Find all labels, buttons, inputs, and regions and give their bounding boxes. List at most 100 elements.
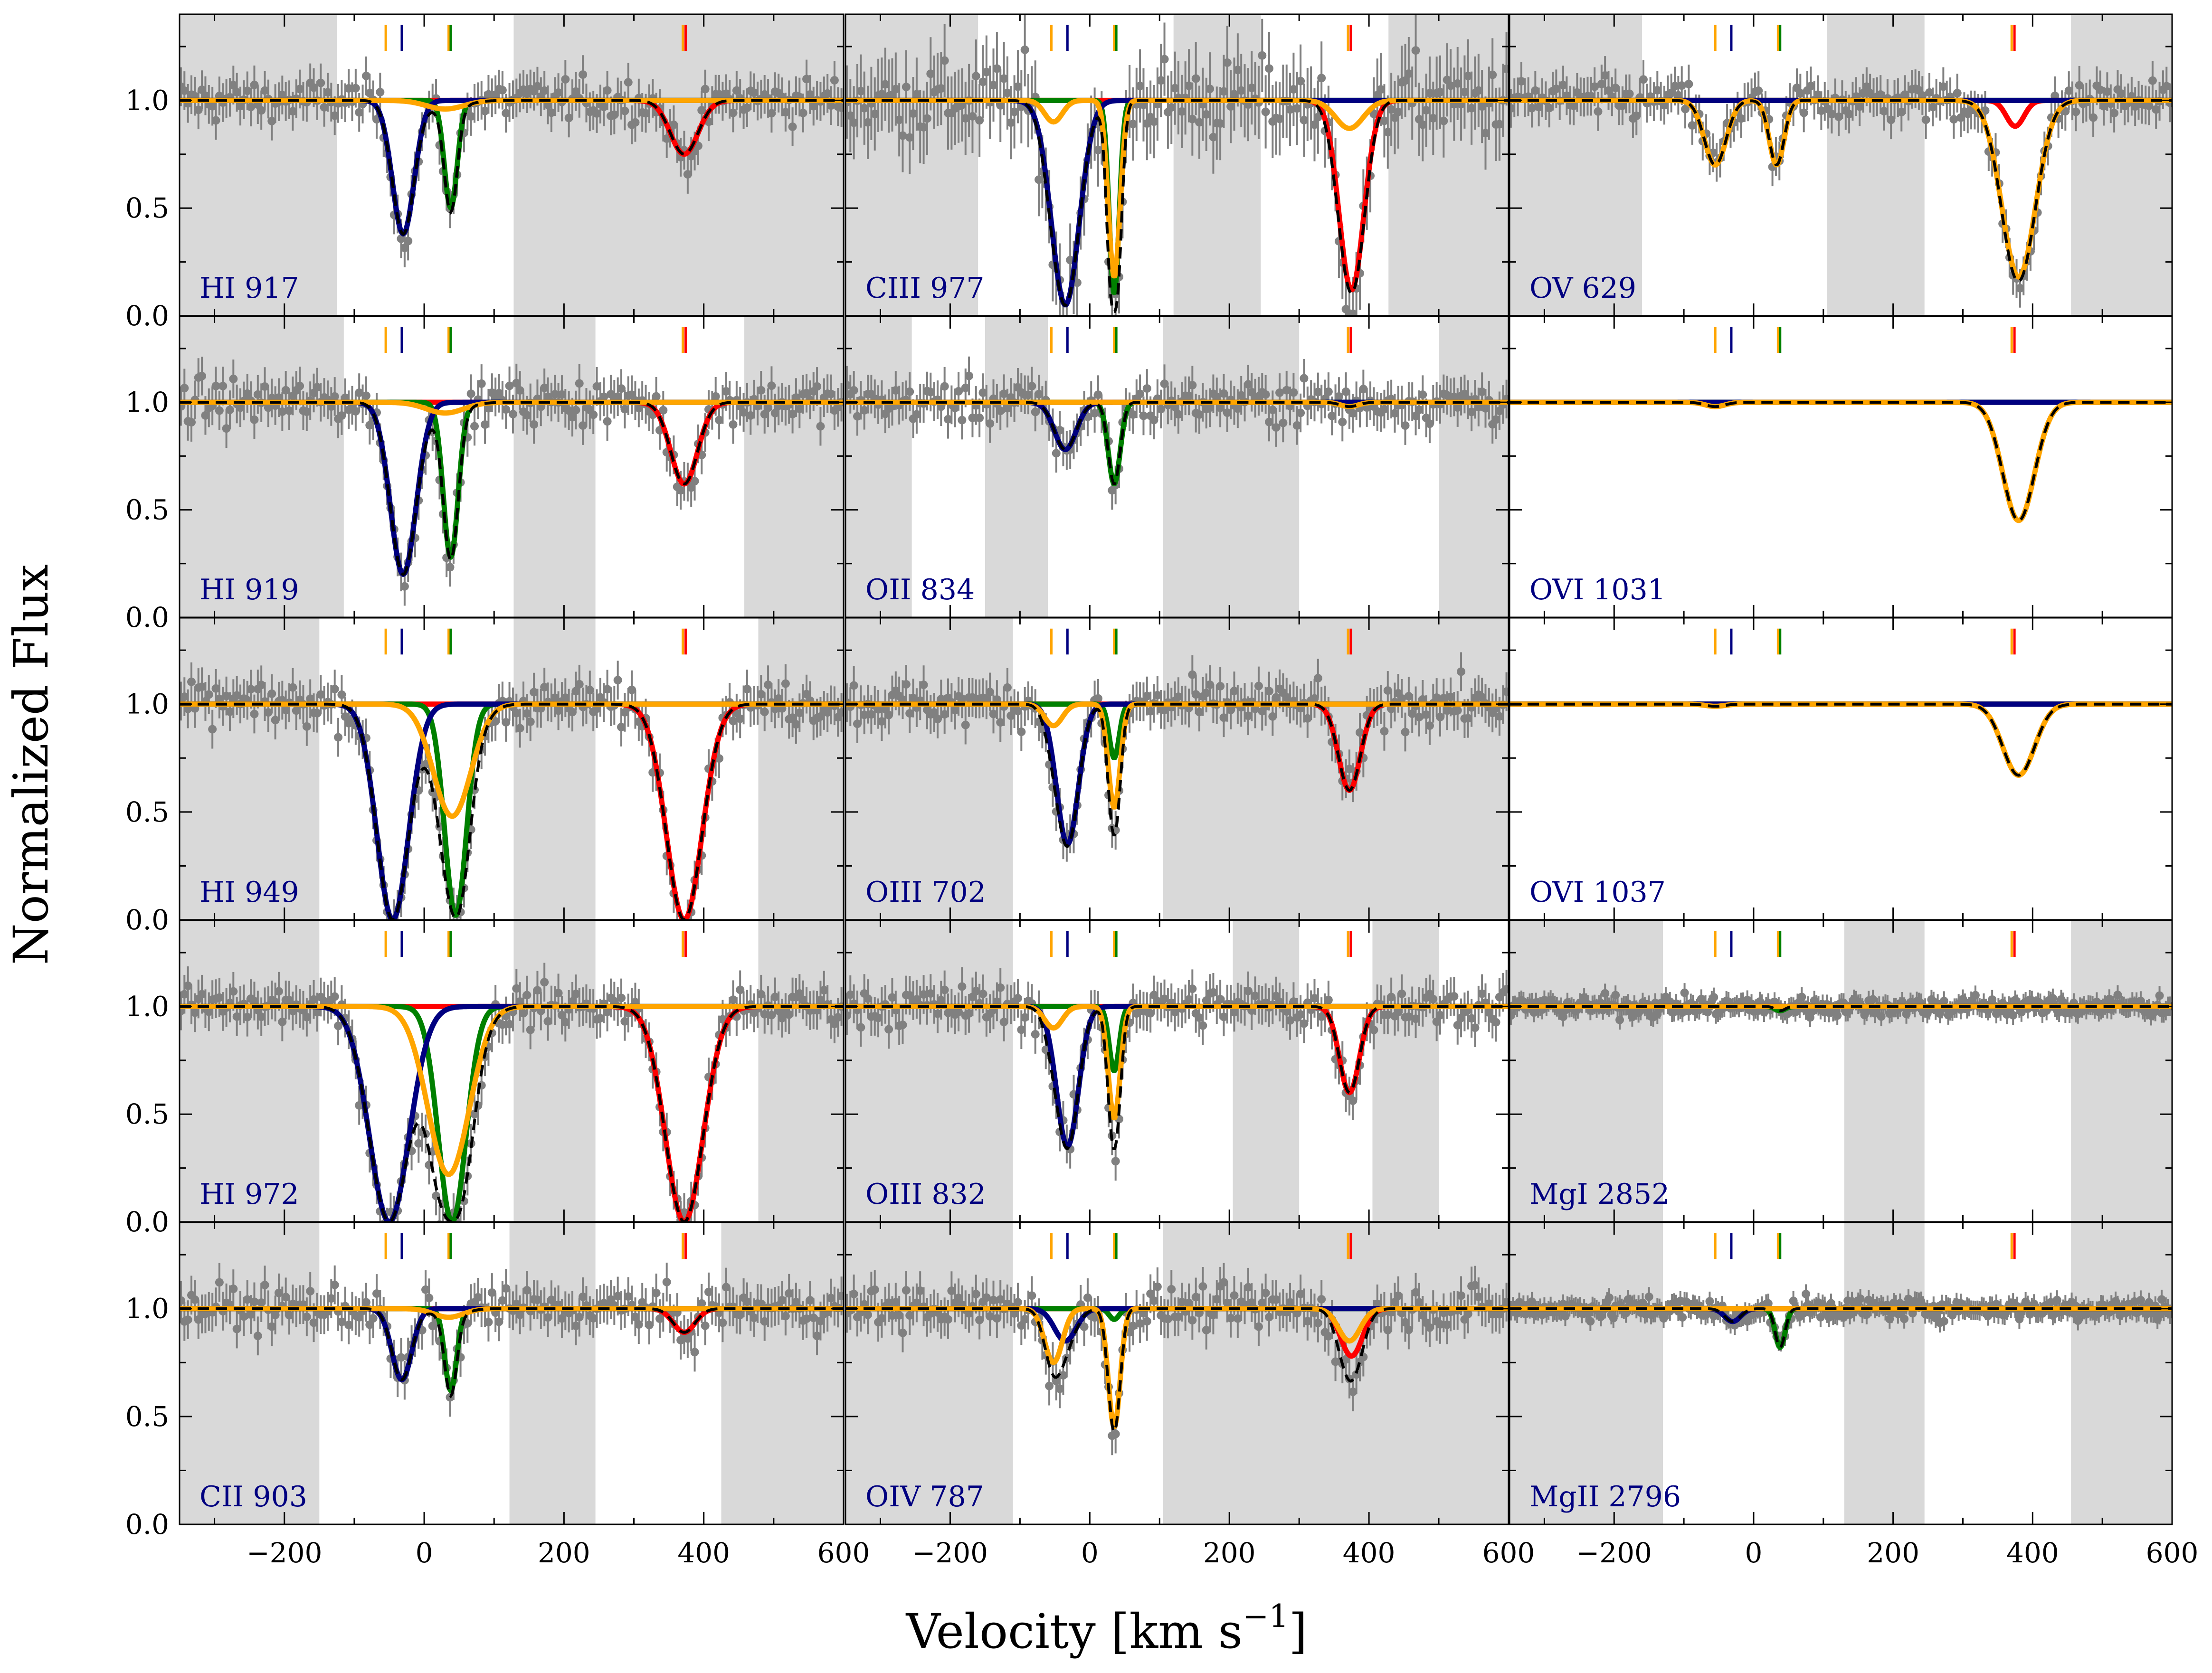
data-point — [1324, 996, 1333, 1004]
data-point — [603, 417, 612, 425]
panel-plot-area — [1507, 14, 2174, 316]
data-point — [978, 990, 987, 998]
data-point — [620, 107, 629, 115]
data-point — [275, 987, 283, 996]
y-tick-label: 1.0 — [125, 84, 169, 116]
data-point — [229, 987, 237, 996]
masked-region — [758, 618, 844, 920]
data-point — [1017, 728, 1025, 736]
data-point — [958, 982, 966, 991]
data-point — [1338, 418, 1347, 426]
data-point — [1265, 64, 1273, 73]
panel-plot-area — [843, 618, 1511, 920]
y-tick-label: 1.0 — [125, 386, 169, 418]
data-point — [215, 406, 224, 415]
data-point — [1296, 408, 1305, 417]
data-point — [498, 86, 507, 95]
data-point — [652, 392, 661, 401]
data-point — [1003, 683, 1012, 692]
y-tick-label: 1.0 — [125, 990, 169, 1022]
data-point — [530, 420, 538, 429]
data-point — [1262, 390, 1270, 399]
data-point — [1192, 74, 1200, 83]
data-point — [1418, 390, 1427, 399]
data-point — [757, 386, 765, 395]
data-point — [205, 690, 213, 699]
data-point — [306, 1287, 314, 1295]
data-point — [986, 419, 994, 428]
data-point — [267, 690, 276, 698]
data-point — [691, 1348, 699, 1356]
data-point — [712, 392, 720, 401]
data-point — [856, 1023, 865, 1031]
masked-region — [180, 618, 319, 920]
masked-region — [513, 618, 595, 920]
data-point — [295, 382, 304, 390]
data-point — [920, 681, 928, 689]
data-point — [184, 1315, 192, 1324]
data-point — [484, 1318, 493, 1326]
data-point — [180, 384, 189, 392]
data-point — [1709, 993, 1718, 1002]
data-point — [516, 724, 524, 733]
panel-plot-area — [177, 1222, 846, 1524]
data-point — [624, 78, 633, 86]
data-point — [1369, 1026, 1378, 1034]
masked-region — [513, 920, 595, 1222]
data-point — [1953, 89, 1962, 97]
data-point — [1188, 381, 1196, 389]
data-point — [830, 76, 839, 85]
data-point — [1439, 117, 1448, 125]
data-point — [1380, 727, 1388, 736]
masked-region — [1163, 618, 1509, 920]
data-point — [1258, 51, 1266, 60]
data-point — [509, 410, 517, 418]
data-point — [1289, 388, 1298, 397]
data-point — [1094, 694, 1102, 703]
data-point — [1014, 994, 1022, 1002]
data-point — [589, 410, 598, 419]
data-point — [470, 422, 479, 431]
masked-region — [1509, 920, 1663, 1222]
masked-region — [513, 14, 844, 316]
data-point — [1262, 108, 1270, 116]
data-point — [561, 75, 570, 84]
data-point — [1639, 75, 1648, 84]
data-point — [540, 978, 549, 986]
data-point — [788, 123, 797, 131]
data-point — [362, 391, 370, 400]
data-point — [1335, 392, 1343, 401]
panel-label: HI 972 — [199, 1178, 299, 1211]
masked-region — [1509, 14, 1642, 316]
data-point — [1188, 984, 1196, 993]
data-point — [250, 710, 258, 718]
data-point — [1471, 1023, 1479, 1032]
data-point — [331, 1281, 339, 1289]
data-point — [718, 1318, 727, 1327]
data-point — [2009, 1011, 2017, 1020]
data-point — [1684, 80, 1693, 88]
data-point — [1412, 46, 1420, 55]
masked-region — [2071, 920, 2172, 1222]
data-point — [1317, 74, 1326, 82]
data-point — [884, 1025, 893, 1034]
data-point — [229, 375, 237, 383]
masked-region — [1372, 920, 1439, 1222]
data-point — [502, 405, 510, 414]
data-point — [905, 388, 914, 396]
data-point — [1216, 682, 1225, 690]
data-point — [1198, 1021, 1207, 1030]
data-point — [1143, 384, 1151, 393]
data-point — [1265, 687, 1273, 695]
panel-label: OVI 1031 — [1529, 573, 1666, 606]
data-point — [2148, 76, 2157, 85]
data-point — [400, 582, 409, 591]
y-tick-label: 0.0 — [125, 1206, 169, 1238]
data-point — [767, 381, 776, 390]
data-point — [1279, 419, 1287, 427]
data-point — [575, 379, 584, 388]
data-point — [526, 718, 535, 726]
masked-region — [1174, 14, 1261, 316]
data-point — [250, 416, 258, 424]
